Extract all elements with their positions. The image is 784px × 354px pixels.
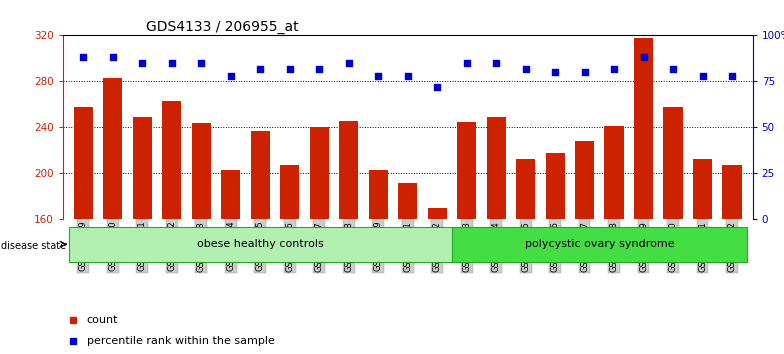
Bar	[103, 78, 122, 354]
Point	[608, 66, 620, 72]
Bar	[663, 107, 683, 354]
Point	[401, 73, 414, 79]
Text: obese healthy controls: obese healthy controls	[197, 239, 324, 249]
Bar	[339, 120, 358, 354]
Point	[549, 69, 561, 75]
Text: percentile rank within the sample: percentile rank within the sample	[87, 336, 274, 346]
Point	[77, 55, 89, 60]
Bar	[398, 183, 417, 354]
Bar	[452, 227, 746, 262]
Bar	[162, 101, 181, 354]
Bar	[487, 117, 506, 354]
Bar	[368, 170, 388, 354]
Point	[431, 84, 444, 90]
Bar	[69, 227, 452, 262]
Bar	[251, 131, 270, 354]
Point	[313, 66, 325, 72]
Bar	[604, 126, 623, 354]
Bar	[427, 208, 447, 354]
Point	[195, 60, 208, 66]
Point	[284, 66, 296, 72]
Text: disease state: disease state	[1, 241, 66, 251]
Bar	[693, 159, 712, 354]
Bar	[221, 170, 241, 354]
Point	[490, 60, 503, 66]
Point	[460, 60, 473, 66]
Text: GDS4133 / 206955_at: GDS4133 / 206955_at	[146, 21, 298, 34]
Point	[696, 73, 709, 79]
Point	[519, 66, 532, 72]
Point	[254, 66, 267, 72]
Point	[107, 55, 119, 60]
Bar	[516, 159, 535, 354]
Point	[136, 60, 149, 66]
Point	[726, 73, 739, 79]
Bar	[457, 122, 476, 354]
Bar	[575, 141, 594, 354]
Bar	[132, 117, 152, 354]
Point	[579, 69, 591, 75]
Text: polycystic ovary syndrome: polycystic ovary syndrome	[524, 239, 674, 249]
Point	[343, 60, 355, 66]
Point	[165, 60, 178, 66]
Bar	[74, 107, 93, 354]
Bar	[310, 127, 328, 354]
Bar	[634, 38, 653, 354]
Point	[637, 55, 650, 60]
Point	[372, 73, 384, 79]
Point	[666, 66, 679, 72]
Bar	[280, 165, 299, 354]
Bar	[722, 165, 742, 354]
Point	[224, 73, 237, 79]
Text: count: count	[87, 315, 118, 325]
Bar	[546, 153, 564, 354]
Bar	[192, 123, 211, 354]
